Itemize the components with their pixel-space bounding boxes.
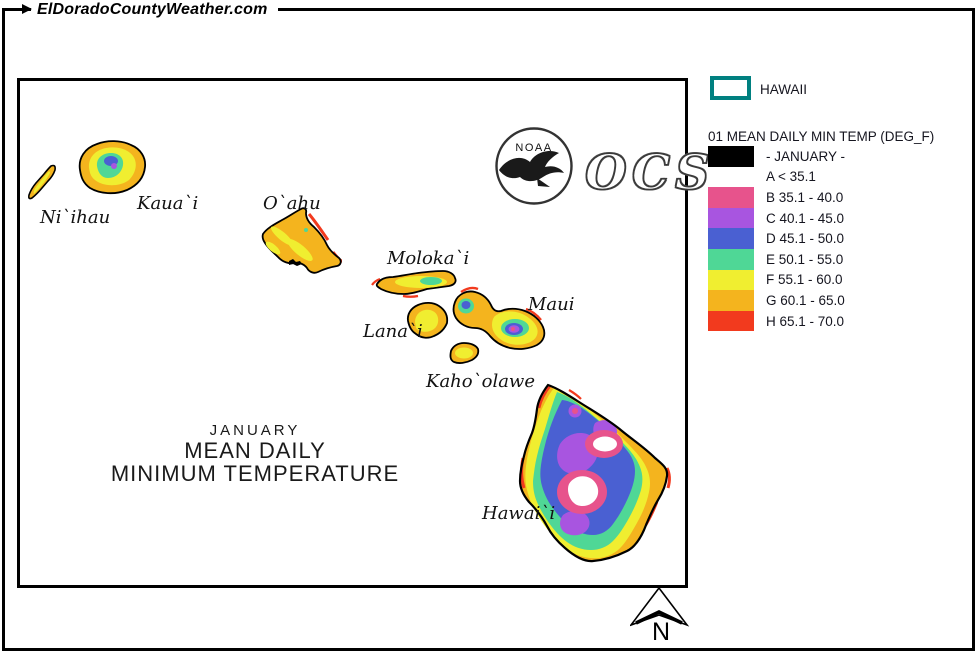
class-d-label: D 45.1 - 50.0 [766, 231, 845, 247]
legend-row-class-a: A < 35.1 [708, 166, 845, 188]
legend-row-class-h: H 65.1 - 70.0 [708, 310, 845, 332]
noaa-logo-text: NOAA [515, 142, 552, 154]
class-c-swatch [708, 207, 754, 229]
north-arrow-icon [630, 587, 690, 627]
island-label-kahoolawe: Kaho`olawe [426, 371, 535, 392]
map-title-month: JANUARY [209, 422, 301, 439]
map-title-line2: MEAN DAILY [184, 438, 326, 463]
region-label: HAWAII [760, 82, 807, 97]
island-molokai [371, 270, 457, 298]
class-g-swatch [708, 290, 754, 311]
island-kauai [78, 140, 146, 195]
island-label-molokai: Moloka`i [387, 248, 470, 269]
class-g-label: G 60.1 - 65.0 [766, 292, 845, 308]
island-maui [452, 286, 546, 350]
class-h-label: H 65.1 - 70.0 [766, 313, 845, 329]
island-label-lanai: Lana`i [363, 321, 423, 342]
header-line-gap [31, 5, 278, 15]
legend-row-class-d: D 45.1 - 50.0 [708, 228, 845, 249]
island-kahoolawe [449, 342, 480, 364]
class-f-swatch [708, 269, 754, 291]
legend-row-class-g: G 60.1 - 65.0 [708, 290, 845, 311]
island-label-maui: Maui [528, 294, 575, 315]
class-b-swatch [708, 187, 754, 208]
legend-row-class-e: E 50.1 - 55.0 [708, 248, 845, 270]
class-a-swatch [708, 166, 754, 188]
class-e-swatch [708, 248, 754, 270]
island-label-oahu: O`ahu [263, 193, 321, 214]
series-swatch [708, 146, 754, 167]
header-arrow-icon [22, 4, 32, 14]
legend-row-class-f: F 55.1 - 60.0 [708, 269, 845, 291]
class-c-label: C 40.1 - 45.0 [766, 210, 845, 226]
class-b-label: B 35.1 - 40.0 [766, 189, 844, 205]
island-label-hawaii: Hawai`i [482, 503, 556, 524]
island-label-kauai: Kaua`i [137, 193, 199, 214]
map-title-line3: MINIMUM TEMPERATURE [110, 461, 400, 486]
site-title[interactable]: ElDoradoCountyWeather.com [37, 1, 268, 18]
series-label: - JANUARY - [766, 148, 846, 164]
region-outline-swatch [710, 76, 751, 100]
map-frame: Ni`ihau Kaua`i O`ahu Moloka`i Lana`i Mau… [17, 78, 710, 588]
island-oahu [261, 207, 343, 274]
island-label-niihau: Ni`ihau [40, 207, 111, 228]
legend-row-class-b: B 35.1 - 40.0 [708, 187, 845, 208]
class-d-swatch [708, 228, 754, 249]
noaa-logo-icon: NOAA [495, 127, 573, 205]
class-a-label: A < 35.1 [766, 169, 816, 185]
legend-rows: - JANUARY - A < 35.1 B 35.1 - 40.0 C 40.… [708, 146, 845, 332]
island-niihau [28, 164, 56, 200]
north-label: N [651, 618, 671, 646]
class-e-label: E 50.1 - 55.0 [766, 251, 844, 267]
ocs-logo-text: OCS [584, 144, 715, 202]
class-h-swatch [708, 310, 754, 332]
hawaii-map-svg [28, 140, 671, 563]
legend-row-series: - JANUARY - [708, 146, 845, 167]
legend-row-class-c: C 40.1 - 45.0 [708, 207, 845, 229]
island-hawaii [518, 383, 671, 563]
map-title: JANUARY MEAN DAILY MINIMUM TEMPERATURE [100, 422, 410, 486]
class-f-label: F 55.1 - 60.0 [766, 272, 843, 288]
legend-title: 01 MEAN DAILY MIN TEMP (DEG_F) [708, 129, 935, 144]
island-lanai [406, 301, 449, 339]
